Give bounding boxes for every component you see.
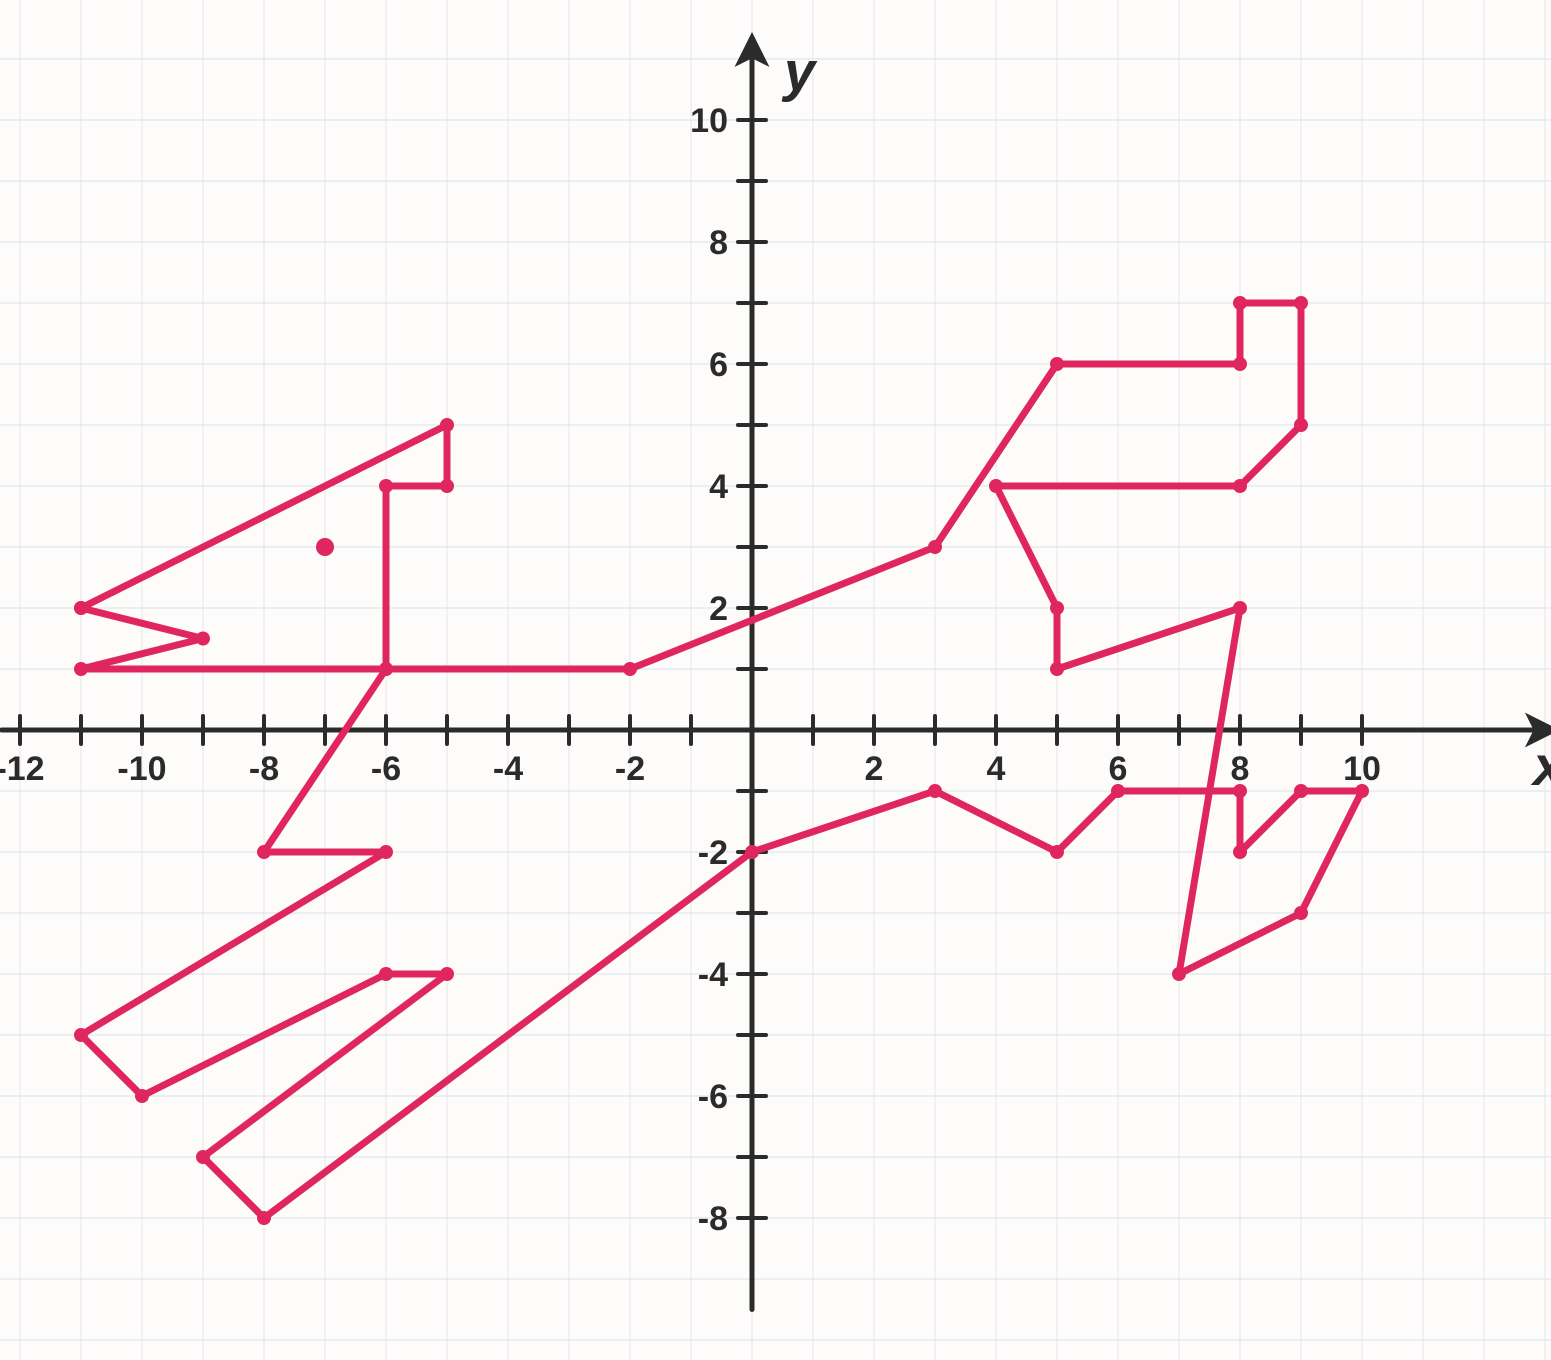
figure-vertex xyxy=(1233,296,1247,310)
figure-vertex xyxy=(1294,784,1308,798)
figure-vertex xyxy=(928,784,942,798)
x-tick-label: -6 xyxy=(371,750,401,788)
y-tick-label: -4 xyxy=(698,956,728,994)
figure-vertex xyxy=(257,1211,271,1225)
figure-vertex xyxy=(74,1028,88,1042)
x-tick-label: 4 xyxy=(987,750,1006,788)
figure-vertex xyxy=(1050,357,1064,371)
chart-wrap: -12 -10 -8 -6 -4 -2 2 4 6 8 10 -8 -6 -4 -2 2 4 6 8 10 x y xyxy=(0,0,1551,1360)
figure-vertex xyxy=(196,632,210,646)
figure-vertex xyxy=(1294,906,1308,920)
x-tick-label: 6 xyxy=(1109,750,1128,788)
figure-vertex xyxy=(1172,967,1186,981)
figure-vertex xyxy=(440,967,454,981)
figure-vertex xyxy=(989,479,1003,493)
y-tick-label: 10 xyxy=(690,102,728,140)
x-tick-label: -4 xyxy=(493,750,523,788)
figure-vertex xyxy=(379,967,393,981)
figure-vertex xyxy=(1111,784,1125,798)
figure-vertex xyxy=(1355,784,1369,798)
y-tick-label: 6 xyxy=(709,346,728,384)
y-axis-label: y xyxy=(781,40,818,103)
coordinate-plane-svg: -12 -10 -8 -6 -4 -2 2 4 6 8 10 -8 -6 -4 -2 2 4 6 8 10 x y xyxy=(0,0,1551,1360)
figure-vertex xyxy=(379,479,393,493)
figure-vertex xyxy=(440,479,454,493)
y-tick-label: -8 xyxy=(698,1200,728,1238)
figure-vertex xyxy=(379,845,393,859)
figure-vertex xyxy=(1233,845,1247,859)
figure-vertex xyxy=(1050,662,1064,676)
x-tick-label: 10 xyxy=(1343,750,1381,788)
figure-vertex xyxy=(1233,479,1247,493)
figure-vertex xyxy=(928,540,942,554)
figure-vertex xyxy=(1050,845,1064,859)
figure-vertex xyxy=(257,845,271,859)
figure-vertex xyxy=(1233,601,1247,615)
x-axis-label: x xyxy=(1530,734,1551,797)
x-tick-label: -12 xyxy=(0,750,45,788)
figure-vertex xyxy=(1233,784,1247,798)
x-tick-label: 8 xyxy=(1231,750,1250,788)
y-tick-label: 4 xyxy=(709,468,728,506)
figure-vertex xyxy=(74,601,88,615)
figure-vertex xyxy=(1294,296,1308,310)
figure-vertex xyxy=(74,662,88,676)
y-tick-label: -6 xyxy=(698,1078,728,1116)
figure-vertex xyxy=(1233,357,1247,371)
figure-vertex xyxy=(440,418,454,432)
figure-vertex xyxy=(196,1150,210,1164)
figure-vertex xyxy=(135,1089,149,1103)
figure-vertex xyxy=(1050,601,1064,615)
x-tick-label: 2 xyxy=(865,750,884,788)
figure-vertex xyxy=(623,662,637,676)
y-tick-label: 2 xyxy=(709,590,728,628)
figure-vertex xyxy=(745,845,759,859)
paper-grid xyxy=(0,0,1551,1360)
figure-vertex xyxy=(1294,418,1308,432)
y-tick-label: 8 xyxy=(709,224,728,262)
y-tick-label: -2 xyxy=(698,834,728,872)
x-tick-label: -10 xyxy=(117,750,166,788)
x-tick-label: -8 xyxy=(249,750,279,788)
figure-eye xyxy=(316,538,334,556)
axes: -12 -10 -8 -6 -4 -2 2 4 6 8 10 -8 -6 -4 -2 2 4 6 8 10 x y xyxy=(0,40,1551,1310)
x-tick-label: -2 xyxy=(615,750,645,788)
figure-vertex xyxy=(379,662,393,676)
